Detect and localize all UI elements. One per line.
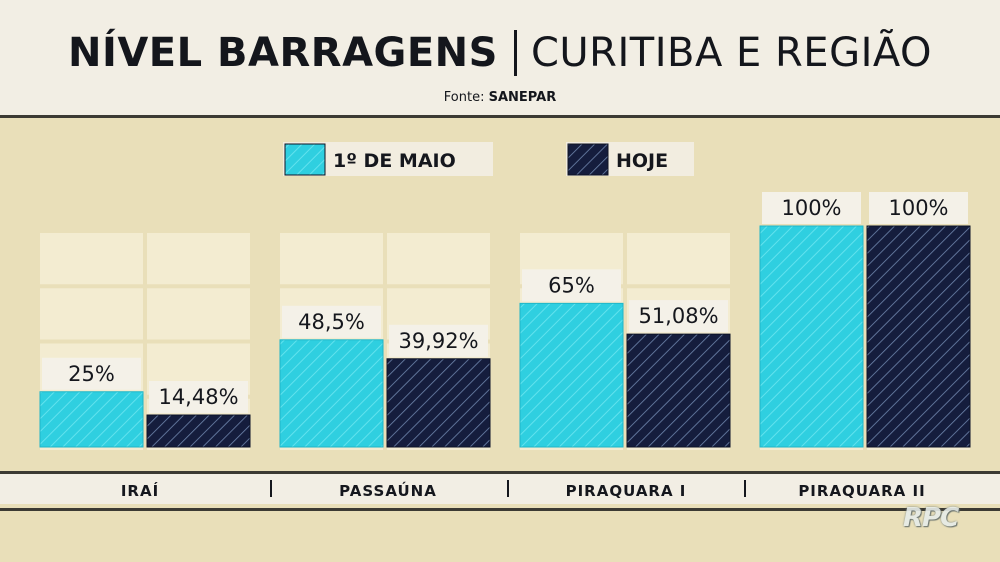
- bar: [519, 302, 624, 448]
- bottom-rule: [0, 508, 1000, 511]
- title-row: NÍVEL BARRAGENS CURITIBA E REGIÃO: [0, 30, 1000, 76]
- data-label-box: [149, 380, 248, 413]
- legend-item-second: HOJE: [566, 142, 694, 176]
- grid-cell: [280, 233, 383, 285]
- data-label-box: [869, 192, 968, 224]
- grid-cell: [40, 288, 143, 340]
- bar: [279, 339, 384, 448]
- grid-cell: [40, 233, 143, 285]
- source-line: Fonte: SANEPAR: [0, 90, 1000, 105]
- chart-title: NÍVEL BARRAGENS: [67, 30, 498, 76]
- bar: [866, 225, 971, 448]
- data-label-box: [42, 357, 141, 390]
- bars: [39, 225, 971, 448]
- data-label: 51,08%: [638, 304, 718, 328]
- data-label: 48,5%: [298, 310, 365, 334]
- title-divider: [513, 30, 517, 76]
- grid-cell: [627, 233, 730, 285]
- grid-cell: [147, 288, 250, 340]
- channel-logo-watermark: RPC: [903, 503, 959, 533]
- bar: [759, 225, 864, 448]
- source-value: SANEPAR: [488, 90, 557, 105]
- data-label: 14,48%: [158, 385, 238, 409]
- axis-band: [0, 474, 1000, 504]
- data-label-box: [389, 324, 488, 357]
- bar: [626, 333, 731, 448]
- data-label-box: [629, 300, 728, 333]
- axis-separator: [744, 480, 746, 497]
- data-label: 65%: [548, 273, 595, 297]
- data-label: 25%: [68, 362, 115, 386]
- axis-line: [0, 471, 1000, 474]
- legend: 1º DE MAIO HOJE: [283, 142, 694, 176]
- category-label: PIRAQUARA II: [798, 482, 925, 500]
- data-labels: 25% 14,48% 48,5% 39,92% 65% 51,08% 100% 100%: [42, 192, 968, 413]
- category-axis: IRAÍ PASSAÚNA PIRAQUARA I PIRAQUARA II: [0, 471, 1000, 504]
- data-label-box: [762, 192, 861, 224]
- axis-separator: [507, 480, 509, 497]
- source-label: Fonte:: [443, 90, 485, 105]
- data-label-box: [282, 305, 381, 338]
- data-label: 100%: [781, 196, 841, 220]
- data-label-box: [522, 269, 621, 302]
- data-label: 39,92%: [398, 329, 478, 353]
- legend-label: 1º DE MAIO: [333, 150, 456, 172]
- axis-separator: [270, 480, 272, 497]
- grid-cell: [387, 233, 490, 285]
- legend-label: HOJE: [616, 150, 668, 172]
- bar: [39, 391, 144, 448]
- category-label: PIRAQUARA I: [566, 482, 687, 500]
- data-label: 100%: [888, 196, 948, 220]
- legend-swatch: [567, 143, 609, 176]
- chart-subtitle: CURITIBA E REGIÃO: [530, 30, 933, 76]
- legend-item-first: 1º DE MAIO: [283, 142, 493, 176]
- bar: [146, 414, 251, 448]
- category-label: PASSAÚNA: [339, 481, 437, 500]
- legend-swatch: [284, 143, 326, 176]
- bar: [386, 358, 491, 448]
- grid-cell: [147, 233, 250, 285]
- header: NÍVEL BARRAGENS CURITIBA E REGIÃO Fonte:…: [0, 0, 1000, 118]
- category-label: IRAÍ: [121, 481, 159, 500]
